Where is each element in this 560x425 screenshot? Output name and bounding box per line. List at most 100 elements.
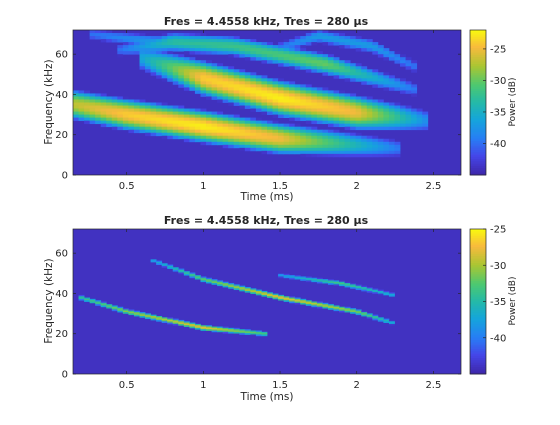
heatmap-cell [344,285,351,288]
heatmap-cell [311,60,318,64]
heatmap-cell [311,30,318,34]
colorbar-segment [470,251,486,255]
heatmap-cell [322,305,329,308]
heatmap-cell [272,96,279,100]
heatmap-cell [305,132,312,137]
heatmap-cell [228,66,235,70]
heatmap-cell [283,276,290,279]
heatmap-cell [244,105,251,109]
colorbar-segment [470,344,486,348]
heatmap-cell [150,111,157,115]
colorbar-segment [470,50,486,54]
heatmap-cell [211,84,218,88]
heatmap-cell [289,114,296,118]
heatmap-cell [128,102,135,106]
heatmap-cell [150,132,157,137]
heatmap-cell [294,302,301,305]
heatmap-cell [194,277,201,280]
heatmap-cell [128,108,135,112]
heatmap-cell [283,42,290,46]
heatmap-cell [316,141,323,146]
heatmap-cell [150,60,157,64]
heatmap-cell [250,78,257,82]
heatmap-cell [311,105,318,109]
heatmap-cell [300,114,307,118]
y-tick-label: 40 [55,90,68,101]
heatmap-cell [178,322,185,325]
heatmap-cell [411,87,418,91]
heatmap-cell [255,129,262,134]
heatmap-cell [206,280,212,283]
heatmap-cell [200,48,207,52]
heatmap-cell [372,111,379,115]
heatmap-cell [145,39,151,43]
heatmap-cell [339,45,345,49]
heatmap-cell [206,93,212,97]
heatmap-cell [217,329,224,331]
heatmap-cell [339,153,345,158]
heatmap-cell [189,111,196,115]
heatmap-cell [128,309,135,312]
heatmap-cell [239,99,246,103]
heatmap-cell [222,78,229,82]
heatmap-cell [122,96,129,100]
heatmap-cell [388,117,395,122]
heatmap-cell [211,129,218,134]
heatmap-cell [194,84,201,88]
heatmap-cell [89,298,96,301]
heatmap-cell [333,306,340,309]
heatmap-cell [233,287,240,289]
heatmap-cell [122,309,129,312]
panel-bottom-colorbar-label: Power (dB) [508,277,518,326]
heatmap-cell [339,72,345,76]
heatmap-cell [388,114,395,118]
heatmap-cell [327,147,334,152]
heatmap-cell [283,60,290,64]
heatmap-cell [156,105,163,109]
heatmap-cell [366,48,373,52]
heatmap-cell [145,42,151,46]
heatmap-cell [161,123,168,128]
heatmap-cell [316,90,323,94]
heatmap-cell [294,63,301,67]
heatmap-cell [250,84,257,88]
heatmap-cell [400,84,406,88]
heatmap-cell [394,108,401,112]
heatmap-cell [178,135,185,140]
heatmap-cell [255,45,262,49]
heatmap-cell [250,87,257,91]
heatmap-cell [267,99,273,103]
heatmap-cell [222,144,229,149]
heatmap-cell [278,54,285,58]
heatmap-cell [128,123,135,128]
heatmap-cell [161,126,168,131]
heatmap-cell [355,288,362,291]
heatmap-cell [156,318,163,321]
heatmap-cell [156,66,163,70]
colorbar-segment [470,342,486,345]
heatmap-cell [228,48,235,52]
heatmap-cell [117,105,124,109]
heatmap-cell [272,84,279,88]
heatmap-cell [327,132,334,137]
heatmap-cell [305,135,312,140]
heatmap-cell [228,54,235,58]
heatmap-cell [222,126,229,131]
heatmap-cell [372,290,379,293]
heatmap-cell [189,135,196,140]
heatmap-cell [211,72,218,76]
heatmap-cell [350,123,357,128]
heatmap-cell [117,102,124,106]
heatmap-cell [272,48,279,52]
heatmap-cell [206,48,212,52]
colorbar-segment [470,367,486,370]
heatmap-cell [211,135,218,140]
heatmap-cell [133,33,140,37]
heatmap-cell [394,114,401,118]
heatmap-cell [339,135,345,140]
heatmap-cell [167,39,174,43]
panel-top-title: Fres = 4.4558 kHz, Tres = 280 µs [164,15,369,28]
colorbar-segment [470,141,486,144]
heatmap-cell [167,63,174,67]
